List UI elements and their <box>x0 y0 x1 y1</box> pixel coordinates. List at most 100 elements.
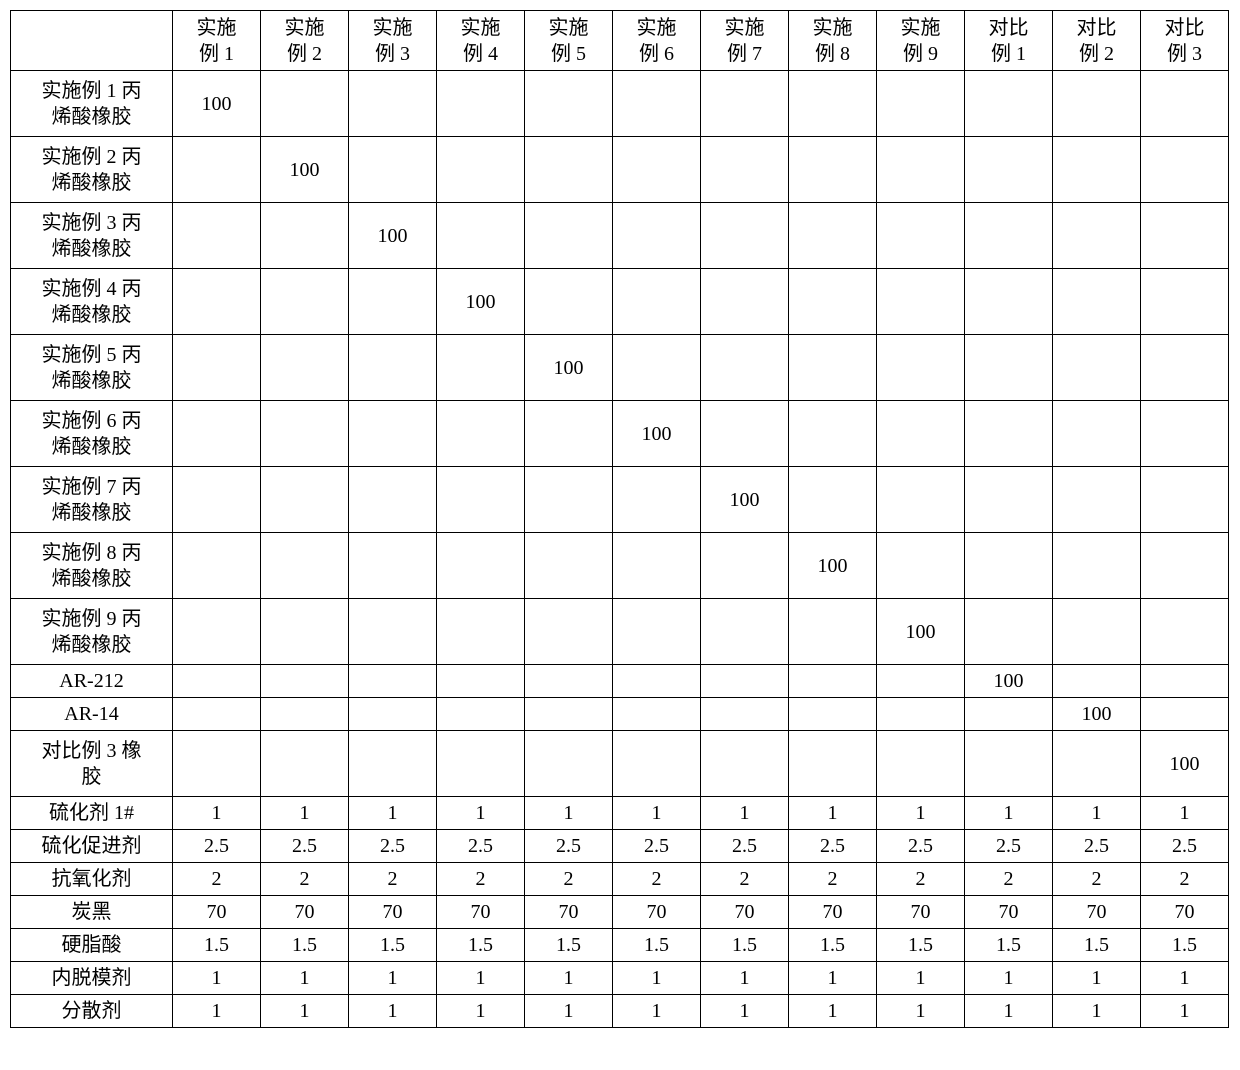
table-row: AR-212100 <box>11 665 1229 698</box>
table-cell: 1 <box>789 797 877 830</box>
table-cell: 1 <box>789 995 877 1028</box>
table-cell <box>701 698 789 731</box>
table-cell <box>877 335 965 401</box>
table-row: 实施例 8 丙 烯酸橡胶100 <box>11 533 1229 599</box>
row-label: 实施例 4 丙 烯酸橡胶 <box>11 269 173 335</box>
table-row: 实施例 5 丙 烯酸橡胶100 <box>11 335 1229 401</box>
table-cell: 70 <box>701 896 789 929</box>
table-cell: 2.5 <box>437 830 525 863</box>
table-cell <box>437 71 525 137</box>
table-cell <box>349 269 437 335</box>
row-label: 实施例 8 丙 烯酸橡胶 <box>11 533 173 599</box>
table-cell: 1 <box>789 962 877 995</box>
table-cell: 1 <box>1141 962 1229 995</box>
col-header: 实施 例 2 <box>261 11 349 71</box>
table-cell: 100 <box>701 467 789 533</box>
table-cell <box>437 533 525 599</box>
table-row: 炭黑707070707070707070707070 <box>11 896 1229 929</box>
table-cell: 1.5 <box>525 929 613 962</box>
table-cell <box>789 137 877 203</box>
table-cell: 70 <box>437 896 525 929</box>
table-row: 实施例 3 丙 烯酸橡胶 100 <box>11 203 1229 269</box>
row-label: 分散剂 <box>11 995 173 1028</box>
table-cell <box>877 401 965 467</box>
row-label: 实施例 3 丙 烯酸橡胶 <box>11 203 173 269</box>
table-cell <box>349 731 437 797</box>
table-cell <box>173 665 261 698</box>
col-header: 对比 例 2 <box>1053 11 1141 71</box>
table-cell: 70 <box>525 896 613 929</box>
row-label: 抗氧化剂 <box>11 863 173 896</box>
table-cell <box>701 401 789 467</box>
table-cell <box>1141 467 1229 533</box>
table-cell: 1 <box>261 962 349 995</box>
table-cell <box>965 599 1053 665</box>
table-cell: 1.5 <box>613 929 701 962</box>
table-cell <box>877 731 965 797</box>
table-cell: 70 <box>613 896 701 929</box>
table-cell: 70 <box>349 896 437 929</box>
table-cell <box>349 533 437 599</box>
table-cell <box>349 335 437 401</box>
table-cell: 2 <box>1053 863 1141 896</box>
table-cell: 1 <box>173 797 261 830</box>
table-cell: 70 <box>1141 896 1229 929</box>
col-header: 对比 例 3 <box>1141 11 1229 71</box>
table-row: 实施例 4 丙 烯酸橡胶100 <box>11 269 1229 335</box>
table-cell <box>525 731 613 797</box>
table-cell: 1 <box>701 962 789 995</box>
table-cell: 1 <box>877 797 965 830</box>
table-cell <box>437 467 525 533</box>
table-cell <box>1053 269 1141 335</box>
table-cell <box>965 698 1053 731</box>
table-cell: 1 <box>437 995 525 1028</box>
table-cell <box>613 269 701 335</box>
table-cell <box>173 698 261 731</box>
table-cell <box>1053 203 1141 269</box>
table-cell <box>525 269 613 335</box>
table-cell <box>965 335 1053 401</box>
table-cell: 100 <box>877 599 965 665</box>
table-cell <box>1053 335 1141 401</box>
table-cell: 100 <box>613 401 701 467</box>
table-cell <box>1053 71 1141 137</box>
table-cell <box>261 335 349 401</box>
table-cell <box>789 401 877 467</box>
row-label: AR-14 <box>11 698 173 731</box>
table-cell <box>701 665 789 698</box>
table-cell <box>173 533 261 599</box>
table-cell <box>525 71 613 137</box>
col-header: 实施 例 6 <box>613 11 701 71</box>
table-row: 硫化促进剂2.52.52.52.52.52.52.52.52.52.52.52.… <box>11 830 1229 863</box>
table-cell: 100 <box>965 665 1053 698</box>
table-cell <box>877 665 965 698</box>
table-cell <box>437 335 525 401</box>
table-cell <box>965 467 1053 533</box>
table-cell <box>349 137 437 203</box>
table-cell <box>173 731 261 797</box>
table-cell: 1 <box>1141 995 1229 1028</box>
table-cell <box>525 698 613 731</box>
table-cell: 70 <box>789 896 877 929</box>
table-cell <box>701 335 789 401</box>
table-cell: 70 <box>877 896 965 929</box>
row-label: 实施例 7 丙 烯酸橡胶 <box>11 467 173 533</box>
table-cell: 100 <box>261 137 349 203</box>
table-cell <box>701 269 789 335</box>
table-row: AR-14100 <box>11 698 1229 731</box>
table-cell: 1.5 <box>965 929 1053 962</box>
table-cell: 2 <box>1141 863 1229 896</box>
table-cell <box>261 401 349 467</box>
table-cell: 2.5 <box>173 830 261 863</box>
table-cell: 1 <box>173 995 261 1028</box>
table-cell <box>525 599 613 665</box>
table-cell <box>613 137 701 203</box>
table-cell: 1 <box>261 995 349 1028</box>
table-cell: 100 <box>349 203 437 269</box>
table-cell: 1 <box>613 995 701 1028</box>
table-cell <box>1141 203 1229 269</box>
table-cell <box>173 467 261 533</box>
table-cell <box>525 467 613 533</box>
table-cell <box>349 401 437 467</box>
table-cell <box>525 533 613 599</box>
